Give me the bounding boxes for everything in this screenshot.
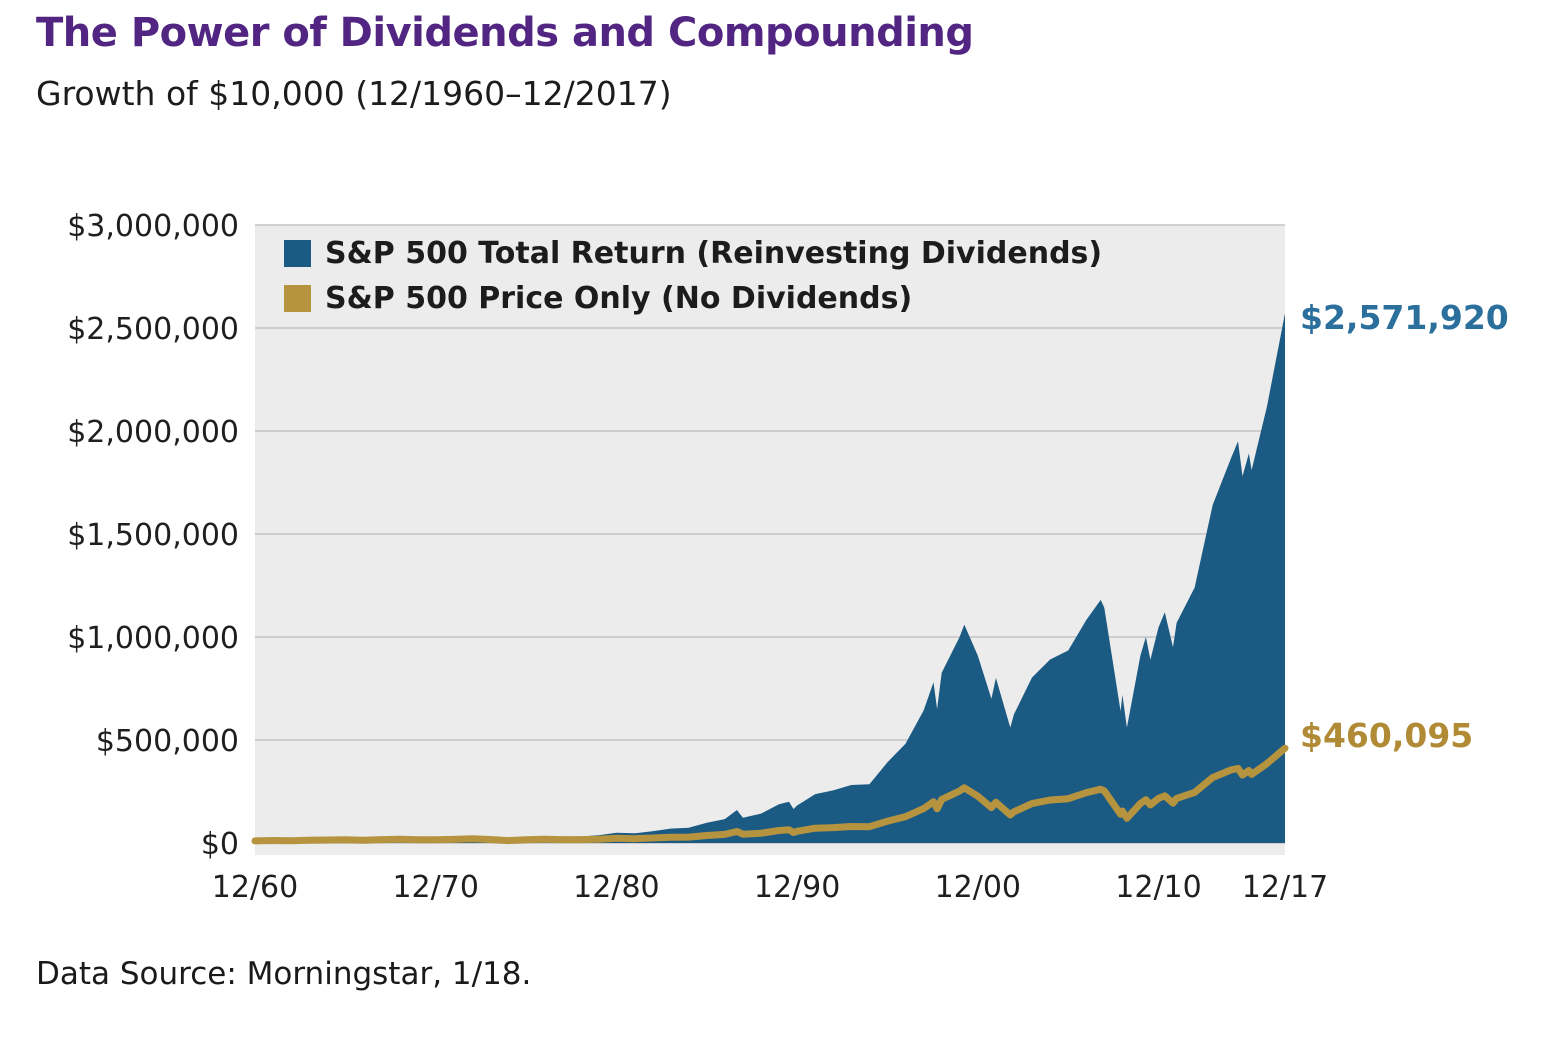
legend-label-price-only: S&P 500 Price Only (No Dividends): [325, 281, 913, 316]
svg-text:12/80: 12/80: [573, 870, 659, 905]
svg-text:12/70: 12/70: [392, 870, 478, 905]
page-title: The Power of Dividends and Compounding: [36, 10, 974, 56]
svg-text:12/10: 12/10: [1115, 870, 1201, 905]
price-only-swatch-icon: [284, 285, 311, 312]
data-source: Data Source: Morningstar, 1/18.: [36, 956, 532, 992]
legend-item-total-return: S&P 500 Total Return (Reinvesting Divide…: [284, 236, 1102, 271]
svg-text:12/60: 12/60: [212, 870, 298, 905]
svg-text:12/00: 12/00: [935, 870, 1021, 905]
legend-item-price-only: S&P 500 Price Only (No Dividends): [284, 281, 1102, 316]
price-only-end-value: $460,095: [1300, 716, 1474, 755]
svg-text:$1,500,000: $1,500,000: [67, 518, 239, 553]
legend-label-total-return: S&P 500 Total Return (Reinvesting Divide…: [325, 236, 1103, 271]
svg-text:12/17: 12/17: [1242, 870, 1328, 905]
svg-text:$1,000,000: $1,000,000: [67, 621, 239, 656]
svg-text:$2,000,000: $2,000,000: [67, 415, 239, 450]
total-return-swatch-icon: [284, 240, 311, 267]
chart-subtitle: Growth of $10,000 (12/1960–12/2017): [36, 74, 672, 113]
svg-text:$500,000: $500,000: [96, 724, 239, 759]
svg-text:$2,500,000: $2,500,000: [67, 312, 239, 347]
svg-text:12/90: 12/90: [754, 870, 840, 905]
total-return-end-value: $2,571,920: [1300, 298, 1509, 337]
chart-legend: S&P 500 Total Return (Reinvesting Divide…: [284, 236, 1102, 316]
svg-text:$3,000,000: $3,000,000: [67, 209, 239, 244]
svg-text:$0: $0: [201, 827, 239, 862]
